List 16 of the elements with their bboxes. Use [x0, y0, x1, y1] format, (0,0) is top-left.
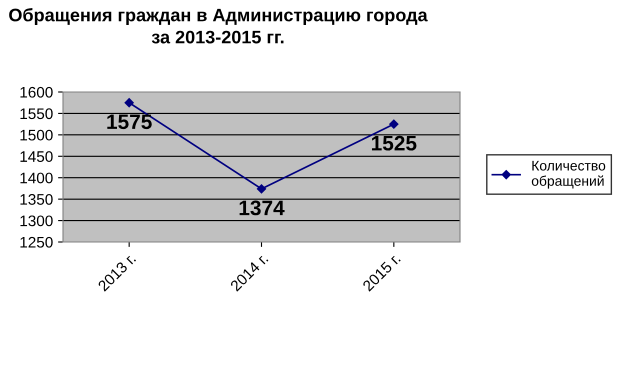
y-tick-label: 1250 — [20, 236, 53, 248]
point — [256, 184, 266, 194]
y-tick-label: 1350 — [20, 194, 53, 205]
y-tick-label: 1400 — [20, 172, 53, 184]
y-tick-label: 1550 — [20, 108, 53, 120]
y-tick-label: 1450 — [20, 151, 53, 162]
legend-label: Количество обращений — [532, 160, 606, 189]
point — [389, 120, 398, 129]
data-label: 1374 — [240, 200, 285, 216]
point — [124, 98, 134, 108]
data-label: 1525 — [372, 136, 416, 151]
y-tick-label: 1500 — [20, 130, 53, 141]
chart-title: Обращения граждан в Администрацию города за 2013-2015 гг. — [9, 8, 428, 44]
y-tick-label: 1600 — [20, 86, 53, 98]
data-label: 1575 — [107, 114, 152, 130]
y-tick-label: 1300 — [20, 215, 53, 226]
